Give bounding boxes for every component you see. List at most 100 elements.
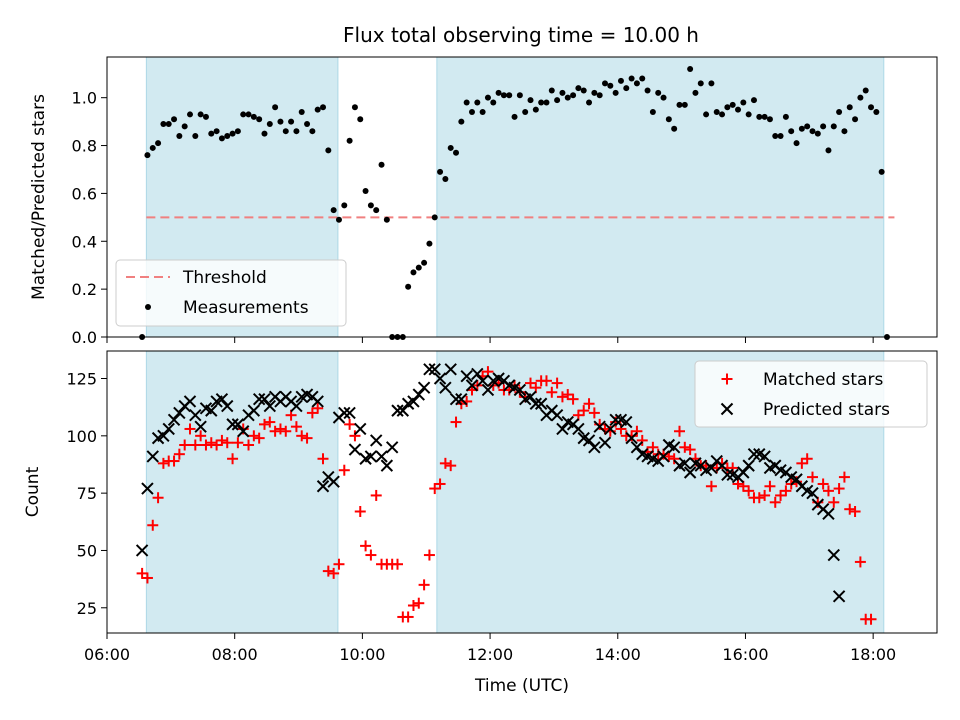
legend-predicted-swatch — [720, 402, 734, 416]
predicted-star-marker-b — [167, 413, 181, 426]
matched-star-marker — [546, 386, 558, 398]
measurement-point — [495, 89, 502, 96]
predicted-star-marker — [667, 441, 681, 454]
top-legend-box — [115, 259, 347, 327]
matched-star-marker — [338, 464, 350, 476]
predicted-star-marker-b — [343, 406, 356, 420]
top-legend: Threshold Measurements — [115, 259, 347, 327]
measurement-point — [298, 109, 305, 116]
predicted-star-marker-b — [263, 399, 277, 413]
measurement-point — [442, 176, 449, 183]
predicted-star-marker — [465, 379, 479, 392]
predicted-star-marker-b — [657, 450, 670, 463]
measurement-point — [804, 123, 811, 130]
measurement-point — [181, 123, 188, 130]
legend-threshold-label: Threshold — [182, 268, 267, 288]
measurement-point — [250, 113, 257, 120]
predicted-star-marker — [189, 408, 202, 422]
measurement-point — [234, 128, 241, 135]
predicted-star-marker — [423, 363, 436, 376]
matched-star-marker — [759, 489, 771, 501]
predicted-star-marker-b — [705, 461, 718, 475]
measurement-point — [447, 144, 454, 151]
top-y-tick-label: 0.6 — [72, 184, 97, 203]
measurement-point — [474, 99, 481, 106]
measurement-point — [351, 104, 358, 111]
measurement-point — [266, 121, 273, 128]
measurement-point — [458, 118, 465, 125]
x-tick-label: 14:00 — [595, 645, 641, 664]
measurement-point — [782, 113, 789, 120]
predicted-star-marker — [683, 466, 697, 479]
predicted-star-marker — [348, 443, 362, 456]
predicted-star-marker — [630, 441, 644, 454]
matched-star-marker — [583, 398, 595, 410]
predicted-star-marker-b — [194, 420, 207, 433]
predicted-star-marker-b — [252, 392, 266, 406]
matched-star-marker — [274, 423, 286, 435]
matched-star-marker — [705, 480, 717, 492]
x-tick-label: 12:00 — [467, 645, 513, 664]
predicted-star-marker-b — [508, 381, 521, 394]
measurement-point — [708, 80, 715, 87]
predicted-star-marker-b — [524, 390, 537, 404]
measurement-point — [490, 99, 497, 106]
matched-star-marker — [221, 437, 233, 449]
measurement-point — [814, 130, 821, 137]
measurement-point — [612, 89, 619, 96]
predicted-star-marker — [444, 363, 457, 376]
predicted-star-marker-b — [550, 408, 564, 422]
predicted-star-marker-b — [231, 418, 245, 431]
predicted-star-marker — [471, 367, 484, 381]
matched-star-marker — [439, 457, 451, 469]
predicted-star-marker — [572, 422, 585, 436]
measurement-point — [405, 283, 412, 290]
measurement-point — [665, 116, 672, 123]
matched-star-marker — [173, 448, 185, 460]
chart-title: Flux total observing time = 10.00 h — [343, 23, 699, 47]
predicted-star-marker-b — [737, 466, 750, 479]
measurement-point — [453, 149, 460, 156]
measurement-point — [878, 168, 885, 175]
measurement-point — [554, 97, 561, 104]
predicted-star-marker-b — [646, 452, 660, 465]
measurement-point — [756, 113, 763, 120]
matched-star-marker — [168, 455, 180, 467]
predicted-star-marker-b — [316, 480, 330, 493]
predicted-star-marker-b — [572, 422, 585, 436]
predicted-star-marker — [476, 374, 489, 388]
measurement-point — [202, 113, 209, 120]
measurement-point — [240, 111, 247, 118]
matched-star-marker — [243, 439, 255, 451]
predicted-star-marker — [194, 420, 207, 433]
measurement-point — [532, 106, 539, 113]
matched-star-marker — [551, 377, 563, 389]
measurement-point — [320, 104, 327, 111]
matched-star-marker — [200, 439, 212, 451]
matched-star-marker — [445, 460, 457, 472]
predicted-star-marker — [439, 381, 452, 394]
measurement-point — [644, 87, 651, 94]
bottom-legend-box — [694, 360, 928, 428]
predicted-star-marker-b — [348, 443, 362, 456]
measurement-point — [309, 128, 316, 135]
measurement-point — [575, 85, 582, 92]
measurement-point — [671, 125, 678, 132]
matched-star-marker — [822, 485, 834, 497]
measurement-point — [548, 87, 555, 94]
top-y-tick-label: 0.0 — [72, 328, 97, 347]
legend-matched-label: Matched stars — [763, 370, 883, 390]
measurement-point — [649, 109, 656, 116]
measurement-point — [868, 104, 875, 111]
predicted-star-marker-b — [157, 429, 170, 443]
measurement-point — [761, 113, 768, 120]
measurement-point — [330, 207, 337, 214]
predicted-star-marker — [737, 466, 750, 479]
bottom-y-tick-label: 100 — [66, 427, 97, 446]
predicted-star-marker-b — [146, 450, 159, 463]
bottom-y-ticks: 25 50 75 100 125 — [66, 370, 107, 618]
predicted-star-markers — [135, 363, 846, 603]
measurement-point — [362, 188, 369, 195]
bottom-legend: Matched stars Predicted stars — [694, 360, 928, 428]
measurement-point — [213, 128, 220, 135]
